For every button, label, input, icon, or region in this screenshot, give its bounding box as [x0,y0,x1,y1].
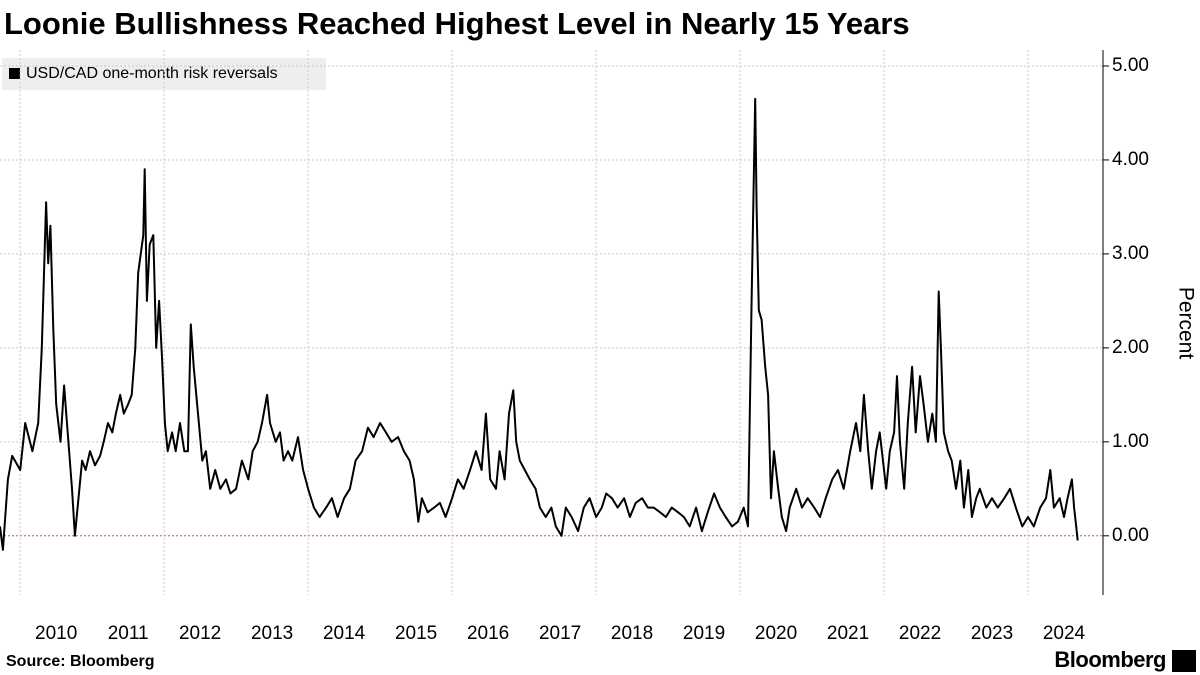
x-tick-label: 2014 [323,623,366,644]
x-tick-label: 2016 [467,623,509,644]
x-tick-label: 2010 [35,623,77,644]
line-series [0,97,1079,551]
y-tick-label: 4.00 [1112,149,1149,170]
y-axis-label: Percent [1174,287,1197,360]
y-tick-label: 5.00 [1112,55,1149,76]
legend-swatch [9,68,20,79]
y-tick-label: 2.00 [1112,337,1149,358]
y-tick-label: 3.00 [1112,243,1149,264]
x-tick-label: 2019 [683,623,725,644]
source: Source: Bloomberg [6,653,154,670]
brand: Bloomberg [1054,647,1166,672]
x-tick-label: 2018 [611,623,653,644]
legend-label: USD/CAD one-month risk reversals [26,65,278,82]
x-tick-label: 2021 [827,623,869,644]
x-tick-label: 2023 [971,623,1013,644]
y-tick-label: 1.00 [1112,431,1149,452]
x-tick-label: 2024 [1043,623,1086,644]
x-tick-label: 2020 [755,623,797,644]
chart-title: Loonie Bullishness Reached Highest Level… [4,6,910,41]
brand-icon [1172,650,1196,672]
x-tick-label: 2017 [539,623,581,644]
x-tick-label: 2013 [251,623,293,644]
y-tick-label: 0.00 [1112,525,1149,546]
x-tick-label: 2015 [395,623,437,644]
x-tick-label: 2012 [179,623,221,644]
x-tick-label: 2011 [108,623,149,644]
x-tick-label: 2022 [899,623,941,644]
